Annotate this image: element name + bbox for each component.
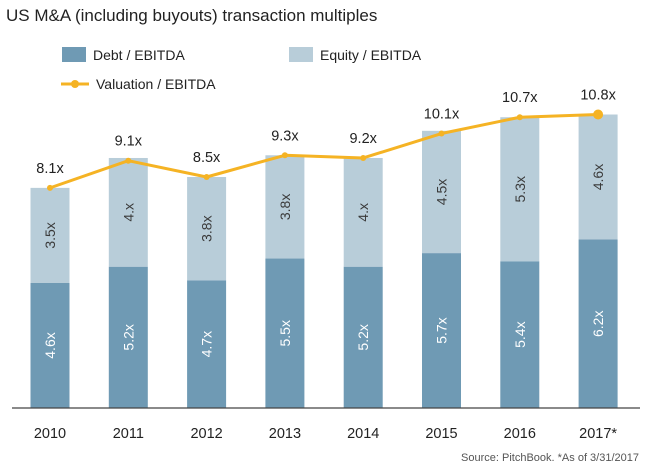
valuation-label-4: 9.2x	[349, 131, 377, 147]
bar-debt-1	[108, 266, 148, 408]
valuation-point-6	[516, 114, 523, 121]
bar-debt-5	[422, 253, 461, 408]
bar-equity-2	[187, 177, 227, 281]
bar-equity-5	[422, 130, 461, 254]
valuation-point-0	[47, 184, 53, 191]
bar-equity-0	[30, 187, 70, 283]
x-tick-1: 2011	[113, 426, 144, 442]
x-tick-6: 2016	[504, 426, 536, 442]
valuation-label-2: 8.5x	[193, 150, 221, 166]
valuation-label-5: 10.1x	[424, 107, 460, 123]
label-debt-0: 4.6x	[42, 332, 58, 358]
valuation-point-2	[203, 174, 210, 181]
legend-valuation-label: Valuation / EBITDA	[96, 76, 216, 92]
label-debt-6: 5.4x	[512, 321, 528, 347]
x-tick-0: 2010	[34, 426, 66, 442]
bar-equity-6	[500, 117, 540, 262]
bar-equity-4	[343, 157, 383, 267]
valuation-point-7	[593, 109, 604, 120]
legend-debt-label: Debt / EBITDA	[93, 47, 185, 63]
x-tick-2: 2012	[190, 426, 222, 442]
bar-equity-1	[108, 157, 148, 267]
valuation-point-4	[360, 154, 367, 161]
chart-title: US M&A (including buyouts) transaction m…	[6, 6, 378, 25]
valuation-line	[49, 113, 599, 190]
label-debt-3: 5.5x	[277, 320, 293, 346]
legend: Debt / EBITDA Equity / EBITDA Valuation …	[61, 47, 422, 92]
label-equity-5: 4.5x	[434, 179, 450, 205]
legend-equity-label: Equity / EBITDA	[320, 47, 422, 63]
valuation-label-0: 8.1x	[36, 161, 64, 177]
valuation-label-7: 10.8x	[580, 88, 616, 104]
label-layer: 4.6x 3.5x 5.2x 4.x 4.7x 3.8x 5.5x 3.8x 5.2x 4.x 5.…	[36, 88, 616, 359]
x-axis-tick-labels: 2010 2011 2012 2013 2014 2015 2016 2017*	[34, 426, 618, 442]
valuation-point-3	[281, 152, 288, 159]
label-equity-2: 3.8x	[199, 215, 215, 241]
label-debt-1: 5.2x	[120, 324, 136, 350]
x-tick-5: 2015	[425, 426, 457, 442]
label-equity-4: 4.x	[355, 203, 371, 222]
bar-debt-2	[187, 280, 227, 408]
label-equity-0: 3.5x	[42, 222, 58, 248]
label-debt-4: 5.2x	[355, 324, 371, 350]
legend-equity-swatch	[289, 47, 313, 62]
valuation-label-3: 9.3x	[271, 128, 299, 144]
bar-debt-0	[30, 282, 70, 408]
label-equity-6: 5.3x	[512, 176, 528, 202]
bar-debt-3	[265, 258, 305, 408]
bar-debt-6	[500, 261, 540, 408]
valuation-point-5	[438, 130, 445, 137]
bar-debt-7	[578, 239, 618, 408]
valuation-label-6: 10.7x	[502, 90, 538, 106]
valuation-label-1: 9.1x	[115, 134, 143, 150]
label-debt-2: 4.7x	[199, 331, 215, 357]
label-debt-7: 6.2x	[590, 311, 606, 337]
valuation-point-1	[125, 157, 132, 164]
legend-debt-swatch	[62, 47, 86, 62]
x-tick-3: 2013	[269, 426, 301, 442]
x-tick-7: 2017*	[579, 426, 617, 442]
bar-debt-4	[343, 266, 383, 408]
legend-valuation-marker	[71, 80, 79, 88]
bar-equity-3	[265, 155, 305, 259]
bar-equity-7	[578, 114, 618, 240]
label-equity-1: 4.x	[120, 203, 136, 222]
bar-layer	[30, 114, 618, 408]
label-equity-3: 3.8x	[277, 194, 293, 220]
line-layer	[47, 109, 604, 191]
label-equity-7: 4.6x	[590, 164, 606, 190]
label-debt-5: 5.7x	[434, 317, 450, 343]
source-note: Source: PitchBook. *As of 3/31/2017	[461, 452, 639, 464]
x-tick-4: 2014	[347, 426, 379, 442]
